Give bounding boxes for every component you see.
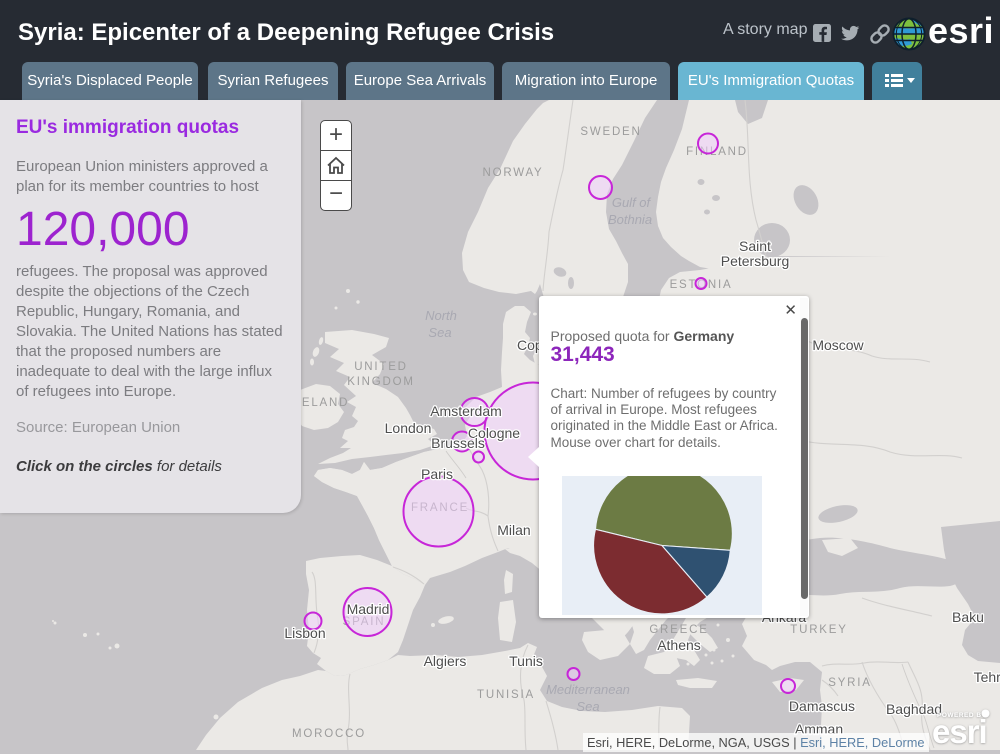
svg-text:Lisbon: Lisbon (284, 625, 325, 641)
svg-text:Moscow: Moscow (812, 337, 864, 353)
svg-text:TURKEY: TURKEY (790, 624, 847, 636)
svg-text:Milan: Milan (497, 522, 530, 538)
svg-text:esri: esri (932, 713, 987, 749)
svg-text:Brussels: Brussels (431, 435, 485, 451)
svg-text:GREECE: GREECE (649, 624, 708, 636)
svg-text:UNITED: UNITED (354, 361, 408, 373)
svg-text:Petersburg: Petersburg (721, 253, 789, 269)
svg-text:Sea: Sea (428, 325, 451, 340)
svg-text:NORWAY: NORWAY (482, 167, 543, 179)
svg-text:Tehran: Tehran (974, 669, 1000, 685)
svg-text:Saint: Saint (739, 238, 771, 254)
svg-text:Sea: Sea (576, 699, 599, 714)
svg-text:Damascus: Damascus (789, 698, 855, 714)
svg-text:North: North (425, 308, 457, 323)
svg-text:SWEDEN: SWEDEN (580, 126, 641, 138)
svg-text:KINGDOM: KINGDOM (347, 376, 415, 388)
svg-text:Gulf of: Gulf of (612, 195, 652, 210)
svg-text:Baku: Baku (952, 609, 984, 625)
svg-text:TUNISIA: TUNISIA (477, 689, 535, 701)
svg-text:Cologne: Cologne (468, 425, 520, 441)
svg-text:MOROCCO: MOROCCO (292, 728, 366, 740)
svg-text:SYRIA: SYRIA (828, 677, 872, 689)
svg-text:Athens: Athens (657, 637, 701, 653)
svg-text:IRELAND: IRELAND (287, 397, 349, 409)
svg-text:Tunis: Tunis (509, 653, 543, 669)
svg-text:Algiers: Algiers (424, 653, 467, 669)
svg-text:Paris: Paris (421, 466, 453, 482)
svg-text:Amsterdam: Amsterdam (430, 403, 502, 419)
svg-text:POWERED BY: POWERED BY (937, 712, 987, 719)
svg-text:Mediterranean: Mediterranean (546, 682, 630, 697)
svg-text:Baghdad: Baghdad (886, 701, 942, 717)
svg-text:London: London (385, 420, 432, 436)
svg-text:Madrid: Madrid (347, 601, 390, 617)
svg-text:Bothnia: Bothnia (608, 212, 652, 227)
